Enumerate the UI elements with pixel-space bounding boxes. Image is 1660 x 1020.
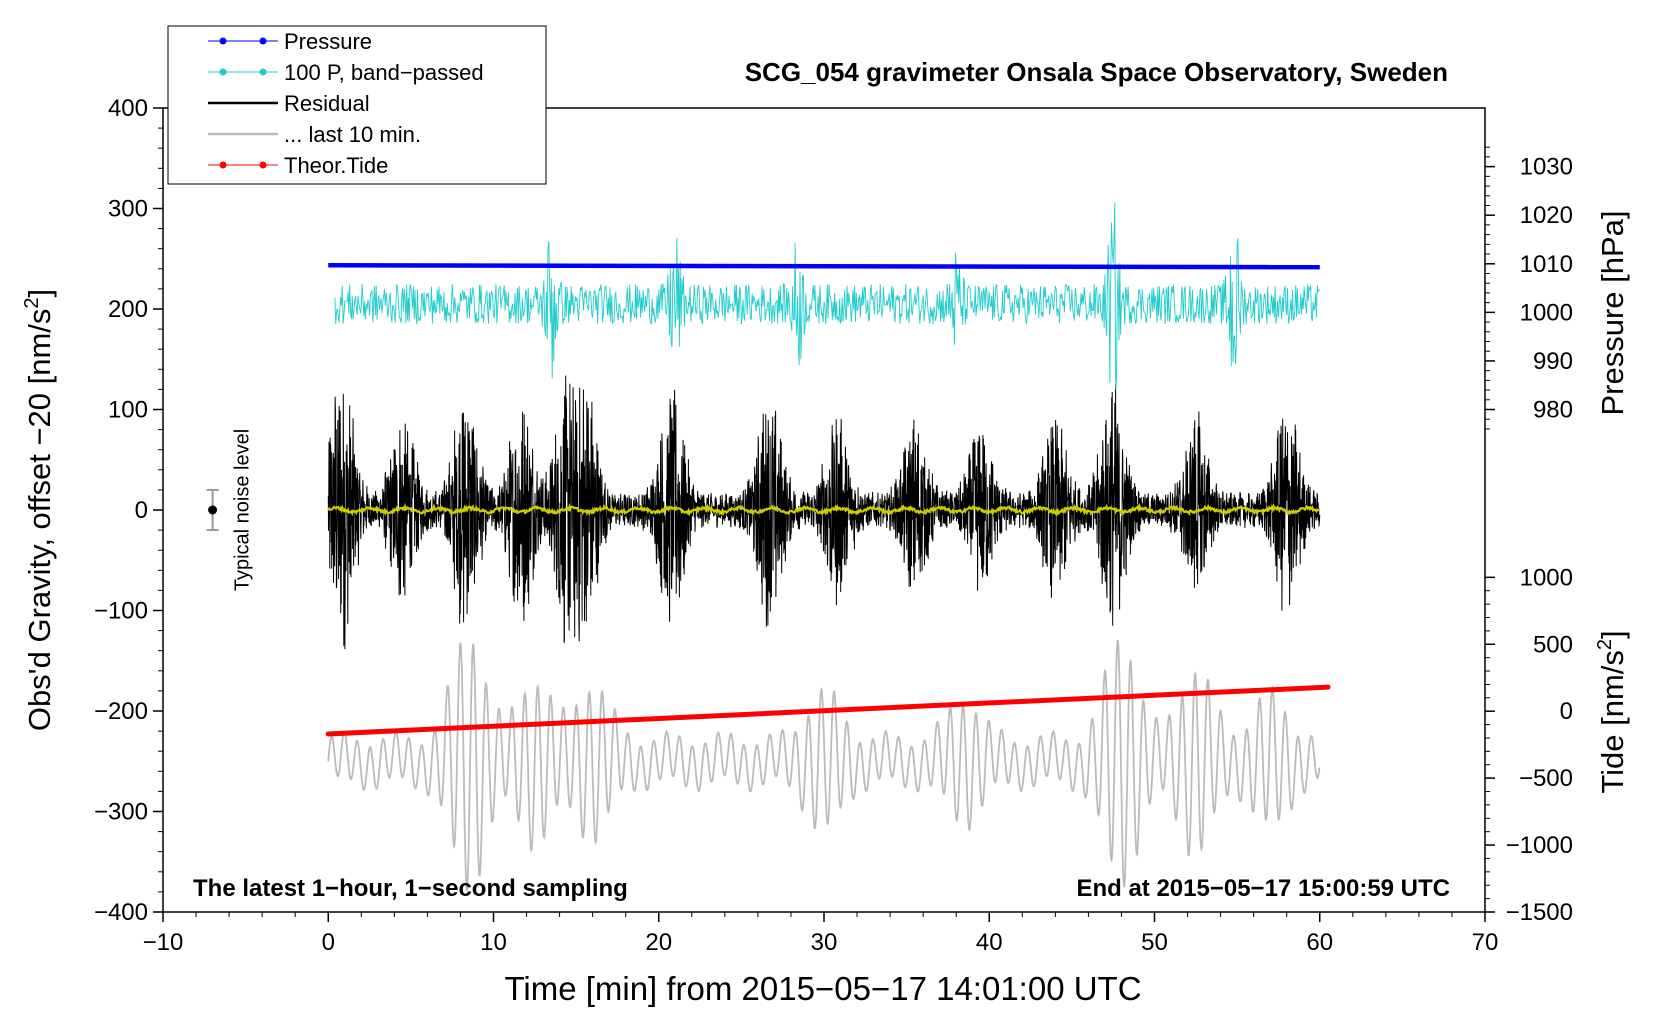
legend-marker [219, 37, 227, 45]
x-axis-label: Time [min] from 2015−05−17 14:01:00 UTC [504, 970, 1141, 1007]
y-tick-label: 200 [108, 296, 148, 323]
series-theor-tide [325, 684, 1331, 737]
legend-box [167, 25, 547, 185]
legend-label: ... last 10 min. [284, 122, 421, 147]
pressure-tick-label: 1030 [1520, 154, 1573, 181]
tide-tick-label: 500 [1533, 631, 1573, 658]
x-tick-label: 60 [1306, 929, 1333, 956]
y-axis-pressure: 1030 1020 1010 1000 990 980 [1485, 146, 1573, 430]
y-tick-label: 300 [108, 196, 148, 223]
y-tick-label: −200 [94, 698, 148, 725]
y-tick-label: 0 [135, 497, 148, 524]
x-tick-label: 10 [480, 929, 507, 956]
legend: Pressure 100 P, band−passed Residual ... la… [167, 25, 547, 185]
legend-marker [219, 68, 227, 76]
pressure-tick-label: 1000 [1520, 299, 1573, 326]
tide-tick-label: −1000 [1506, 832, 1573, 859]
x-axis: −10 0 10 20 30 40 50 60 70 [143, 912, 1499, 956]
chart-title: SCG_054 gravimeter Onsala Space Observat… [745, 57, 1448, 87]
series-pressure [328, 262, 1320, 270]
noise-point [208, 505, 218, 515]
x-tick-label: 50 [1141, 929, 1168, 956]
y-tick-label: −300 [94, 799, 148, 826]
legend-marker [259, 37, 267, 45]
annotation-end-time: End at 2015−05−17 15:00:59 UTC [1076, 875, 1450, 902]
tide-tick-label: 1000 [1520, 564, 1573, 591]
legend-label: Theor.Tide [284, 153, 388, 178]
legend-label: 100 P, band−passed [284, 60, 484, 85]
tide-tick-label: −500 [1519, 765, 1573, 792]
pressure-tick-label: 1010 [1520, 251, 1573, 278]
tide-tick-label: −1500 [1506, 899, 1573, 926]
series-residual [327, 375, 1321, 650]
series-layer [325, 202, 1331, 892]
x-tick-label: −10 [143, 929, 184, 956]
y-tick-label: 100 [108, 397, 148, 424]
noise-marker: Typical noise level [206, 429, 254, 591]
y-tick-label: 400 [108, 95, 148, 122]
legend-marker [219, 161, 227, 169]
y-axis-label-tide: Tide [nm/s2] [1594, 630, 1630, 793]
x-tick-label: 30 [811, 929, 838, 956]
legend-marker [259, 68, 267, 76]
y-axis-left: 400 300 200 100 0 −100 −200 −300 −400 [94, 95, 163, 926]
legend-label: Residual [284, 91, 370, 116]
x-tick-label: 20 [645, 929, 672, 956]
legend-marker [259, 161, 267, 169]
pressure-tick-label: 1020 [1520, 202, 1573, 229]
series-last-10-min [327, 639, 1321, 892]
tide-tick-label: 0 [1560, 698, 1573, 725]
y-tick-label: −100 [94, 598, 148, 625]
x-tick-label: 40 [976, 929, 1003, 956]
series-residual-mean [327, 502, 1321, 517]
annotation-sampling: The latest 1−hour, 1−second sampling [193, 875, 628, 902]
noise-label: Typical noise level [232, 429, 254, 591]
y-axis-label-pressure: Pressure [hPa] [1595, 210, 1630, 415]
pressure-tick-label: 990 [1533, 348, 1573, 375]
x-tick-label: 70 [1472, 929, 1499, 956]
y-tick-label: −400 [94, 899, 148, 926]
legend-label: Pressure [284, 29, 372, 54]
x-tick-label: 0 [322, 929, 335, 956]
pressure-tick-label: 980 [1533, 397, 1573, 424]
series-band-passed [334, 202, 1321, 390]
y-axis-tide: 1000 500 0 −500 −1000 −1500 [1485, 564, 1573, 926]
y-axis-label-left: Obs'd Gravity, offset −20 [nm/s2] [21, 289, 57, 731]
